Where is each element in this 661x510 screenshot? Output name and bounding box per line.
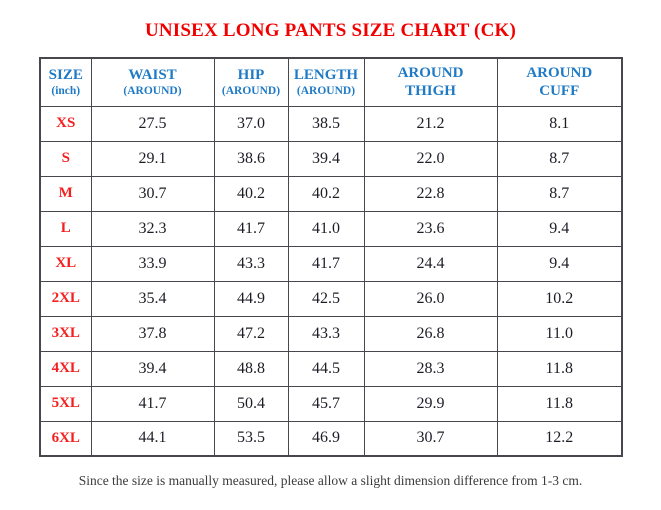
size-label: 4XL [39, 350, 92, 387]
column-header-label: AROUND [526, 64, 593, 81]
size-table-body: XS 27.5 37.0 38.5 21.2 8.1 S 29.1 38.6 39.4 22.0 8.… [39, 105, 623, 457]
measurement-value: 44.5 [287, 350, 365, 387]
table-header-row: SIZE (inch) WAIST (AROUND) HIP (AROUND) … [39, 57, 623, 107]
measurement-value: 29.1 [90, 140, 215, 177]
measurement-value: 41.7 [90, 385, 215, 422]
measurement-value: 21.2 [363, 105, 498, 142]
measurement-value: 40.2 [287, 175, 365, 212]
measurement-value: 40.2 [213, 175, 289, 212]
measurement-value: 37.0 [213, 105, 289, 142]
measurement-value: 47.2 [213, 315, 289, 352]
measurement-value: 44.1 [90, 420, 215, 457]
size-label: XS [39, 105, 92, 142]
column-header-sublabel: (inch) [51, 85, 81, 98]
measurement-value: 37.8 [90, 315, 215, 352]
measurement-value: 28.3 [363, 350, 498, 387]
column-header-waist: WAIST (AROUND) [90, 57, 215, 107]
measurement-value: 39.4 [287, 140, 365, 177]
measurement-value: 41.7 [213, 210, 289, 247]
measurement-value: 41.0 [287, 210, 365, 247]
measurement-value: 38.6 [213, 140, 289, 177]
table-row: 2XL 35.4 44.9 42.5 26.0 10.2 [39, 280, 623, 317]
measurement-value: 48.8 [213, 350, 289, 387]
measurement-value: 30.7 [90, 175, 215, 212]
table-row: 4XL 39.4 48.8 44.5 28.3 11.8 [39, 350, 623, 387]
measurement-value: 8.7 [496, 140, 623, 177]
measurement-value: 43.3 [213, 245, 289, 282]
measurement-value: 8.1 [496, 105, 623, 142]
measurement-value: 22.8 [363, 175, 498, 212]
measurement-value: 9.4 [496, 210, 623, 247]
size-label: 6XL [39, 420, 92, 457]
measurement-value: 43.3 [287, 315, 365, 352]
size-label: 2XL [39, 280, 92, 317]
measurement-value: 50.4 [213, 385, 289, 422]
table-row: XL 33.9 43.3 41.7 24.4 9.4 [39, 245, 623, 282]
measurement-value: 41.7 [287, 245, 365, 282]
column-header-label: WAIST [128, 66, 177, 83]
page-title: UNISEX LONG PANTS SIZE CHART (CK) [144, 20, 517, 41]
table-row: L 32.3 41.7 41.0 23.6 9.4 [39, 210, 623, 247]
measurement-value: 39.4 [90, 350, 215, 387]
size-label: 3XL [39, 315, 92, 352]
measurement-value: 45.7 [287, 385, 365, 422]
column-header-around-thigh: AROUND THIGH [363, 57, 498, 107]
column-header-hip: HIP (AROUND) [213, 57, 289, 107]
column-header-label: LENGTH [293, 66, 359, 83]
measurement-value: 42.5 [287, 280, 365, 317]
measurement-value: 8.7 [496, 175, 623, 212]
column-header-label: CUFF [539, 83, 580, 100]
measurement-value: 22.0 [363, 140, 498, 177]
size-label: XL [39, 245, 92, 282]
measurement-value: 23.6 [363, 210, 498, 247]
table-row: 5XL 41.7 50.4 45.7 29.9 11.8 [39, 385, 623, 422]
size-label: L [39, 210, 92, 247]
measurement-value: 11.8 [496, 385, 623, 422]
measurement-value: 32.3 [90, 210, 215, 247]
measurement-value: 27.5 [90, 105, 215, 142]
measurement-value: 9.4 [496, 245, 623, 282]
table-row: XS 27.5 37.0 38.5 21.2 8.1 [39, 105, 623, 142]
column-header-sublabel: (AROUND) [221, 85, 281, 98]
table-row: M 30.7 40.2 40.2 22.8 8.7 [39, 175, 623, 212]
measurement-value: 24.4 [363, 245, 498, 282]
table-row: S 29.1 38.6 39.4 22.0 8.7 [39, 140, 623, 177]
size-chart-table: SIZE (inch) WAIST (AROUND) HIP (AROUND) … [39, 57, 623, 457]
column-header-label: SIZE [48, 66, 83, 83]
measurement-value: 11.8 [496, 350, 623, 387]
measurement-disclaimer-note: Since the size is manually measured, ple… [78, 473, 583, 488]
column-header-sublabel: (AROUND) [296, 85, 356, 98]
column-header-label: AROUND [397, 64, 464, 81]
measurement-value: 53.5 [213, 420, 289, 457]
column-header-label: HIP [237, 66, 265, 83]
column-header-around-cuff: AROUND CUFF [496, 57, 623, 107]
measurement-value: 33.9 [90, 245, 215, 282]
measurement-value: 11.0 [496, 315, 623, 352]
table-row: 3XL 37.8 47.2 43.3 26.8 11.0 [39, 315, 623, 352]
measurement-value: 10.2 [496, 280, 623, 317]
column-header-label: THIGH [405, 83, 456, 100]
measurement-value: 35.4 [90, 280, 215, 317]
size-label: S [39, 140, 92, 177]
measurement-value: 38.5 [287, 105, 365, 142]
measurement-value: 26.8 [363, 315, 498, 352]
column-header-length: LENGTH (AROUND) [287, 57, 365, 107]
size-label: M [39, 175, 92, 212]
column-header-size: SIZE (inch) [39, 57, 92, 107]
table-row: 6XL 44.1 53.5 46.9 30.7 12.2 [39, 420, 623, 457]
column-header-sublabel: (AROUND) [123, 85, 182, 98]
measurement-value: 26.0 [363, 280, 498, 317]
measurement-value: 44.9 [213, 280, 289, 317]
size-label: 5XL [39, 385, 92, 422]
measurement-value: 30.7 [363, 420, 498, 457]
measurement-value: 29.9 [363, 385, 498, 422]
measurement-value: 12.2 [496, 420, 623, 457]
measurement-value: 46.9 [287, 420, 365, 457]
